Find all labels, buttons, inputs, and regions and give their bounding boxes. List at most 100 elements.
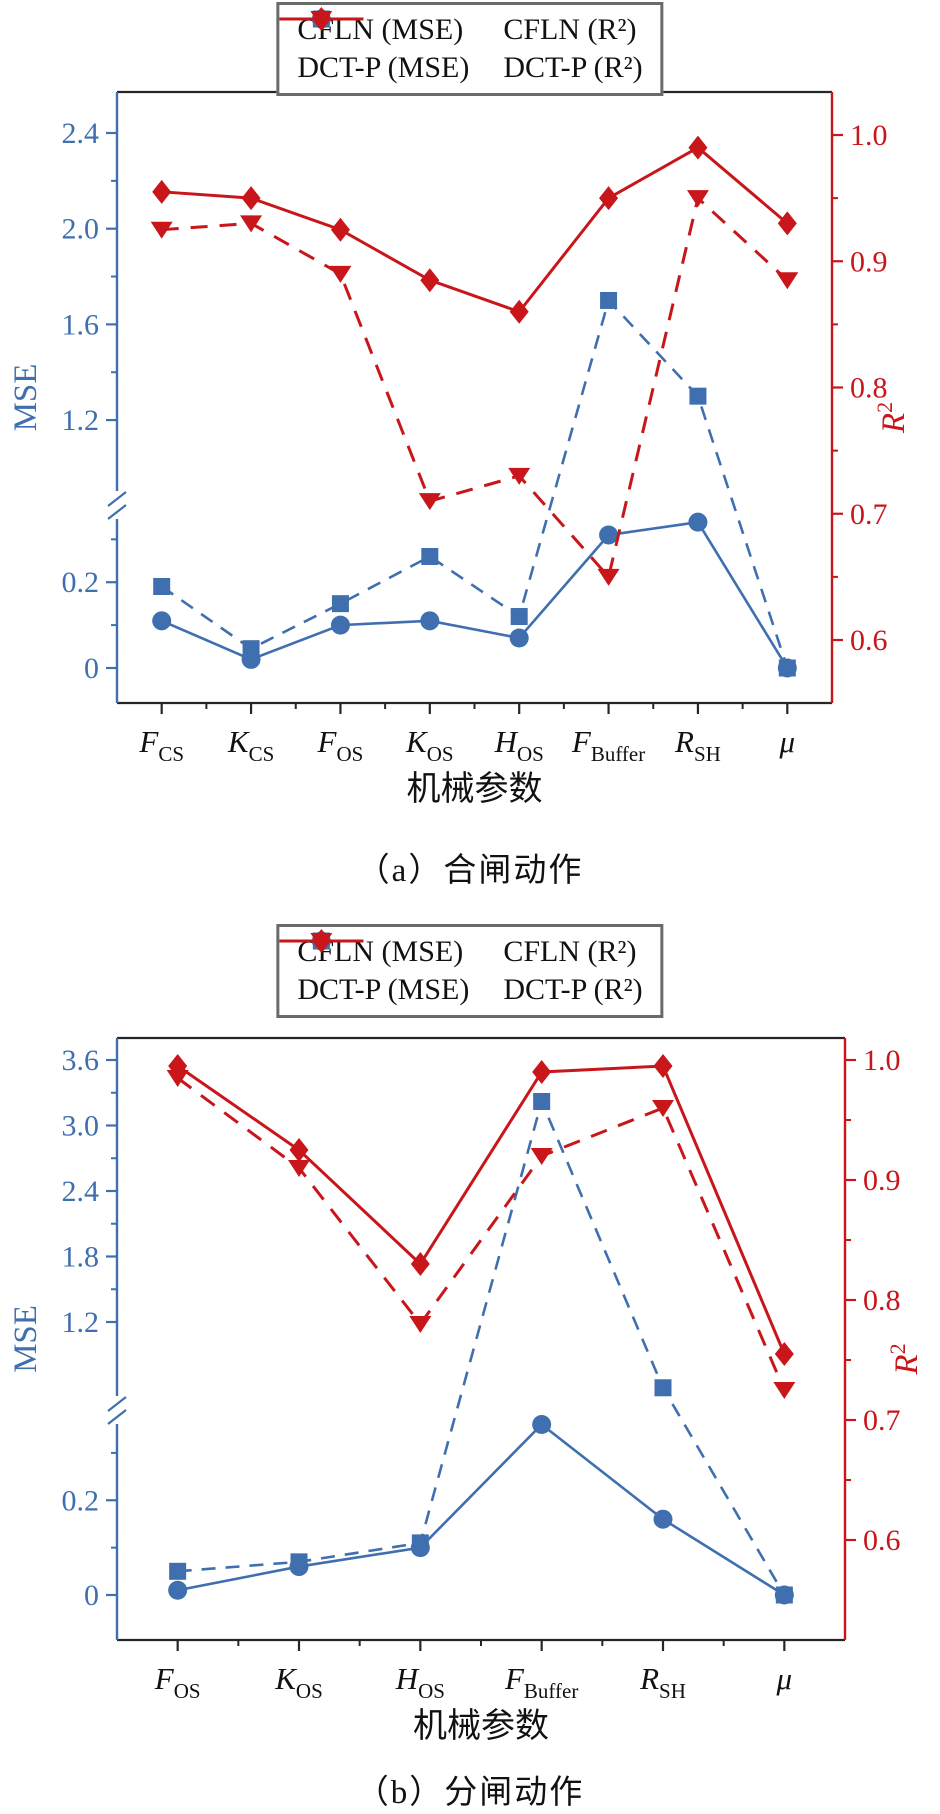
left-axis-title: MSE	[8, 364, 44, 432]
right-tick-label: 0.7	[863, 1404, 901, 1437]
series-dct-p-r--marker	[532, 1060, 552, 1084]
chart-b-canvas: 3.6 3.0 2.4 1.8 1.2 0.2 0 1.0 0.9 0.8 0.7 0.6 FOS KOS…	[8, 1036, 925, 1745]
right-tick-label: 0.6	[863, 1524, 901, 1557]
series-dct-p-mse--marker	[532, 1414, 552, 1434]
legend-label: DCT-P (MSE)	[297, 973, 470, 1006]
legend-item-dct-p-r-: DCT-P (R²)	[279, 929, 643, 1008]
x-tick-label: FCS	[138, 724, 184, 766]
chart-a-canvas: 2.4 2.0 1.6 1.2 0.2 0 1.0 0.9 0.8 0.7 0.6 FCS KCS FOS…	[8, 90, 912, 808]
series-dct-p-mse--marker	[509, 628, 529, 648]
series-cfln-r--marker	[150, 221, 173, 239]
left-tick-label: 2.4	[62, 1175, 100, 1208]
legend-b: CFLN (MSE) DCT-P (MSE) CFLN (R²) DCT-P (R²)	[276, 924, 664, 1018]
series-cfln-r--marker	[329, 265, 352, 283]
right-tick-label: 0.8	[863, 1284, 901, 1317]
right-tick-label: 0.7	[850, 498, 888, 531]
legend-item-dct-p-mse-: DCT-P (MSE)	[279, 931, 470, 1008]
legend-item-dct-p-r-: DCT-P (R²)	[279, 7, 643, 86]
series-dct-p-r--marker	[599, 186, 619, 211]
series-dct-p-mse--marker	[241, 649, 261, 669]
right-tick-label: 0.9	[850, 245, 888, 278]
left-tick-label: 1.2	[62, 404, 100, 437]
series-dct-p-mse--marker	[599, 525, 619, 545]
axis-break-icon	[107, 1396, 127, 1412]
x-tick-label: KOS	[274, 1661, 323, 1703]
axis-break-gap	[113, 491, 121, 519]
series-line-cfln-r-	[161, 195, 789, 581]
series-dct-p-mse--marker	[168, 1580, 188, 1600]
series-cfln-mse--marker	[421, 547, 439, 565]
right-tick-label: 1.0	[850, 119, 888, 152]
series-dct-p-r--marker	[777, 211, 797, 236]
chart-b-module: CFLN (MSE) DCT-P (MSE) CFLN (R²) DCT-P (R²)…	[0, 920, 940, 1814]
x-tick-label: μ	[779, 724, 796, 759]
series-line-dct-p-mse-	[177, 1422, 786, 1597]
legend-label: DCT-P (R²)	[503, 51, 643, 84]
series-line-cfln-r-	[176, 1076, 786, 1391]
legend-swatch-diamond-icon	[279, 929, 364, 953]
series-dct-p-r--marker	[774, 1342, 794, 1366]
right-axis-title: R2	[885, 1343, 925, 1375]
series-cfln-mse--marker	[533, 1092, 551, 1110]
series-line-dct-p-r-	[161, 145, 789, 314]
series-cfln-mse--marker	[169, 1562, 187, 1580]
series-cfln-mse--marker	[153, 578, 171, 595]
series-dct-p-r--marker	[420, 268, 440, 293]
right-axis-title: R2	[872, 402, 912, 434]
left-tick-label: 0	[84, 652, 99, 685]
x-tick-label: μ	[776, 1661, 793, 1696]
series-dct-p-mse--marker	[653, 1509, 673, 1529]
left-axis-title: MSE	[8, 1305, 44, 1373]
right-tick-label: 0.8	[850, 372, 888, 405]
series-dct-p-r--marker	[289, 1138, 309, 1162]
left-tick-label: 2.0	[62, 213, 100, 246]
series-cfln-r--marker	[166, 1070, 189, 1087]
series-cfln-r--marker	[409, 1316, 432, 1333]
x-tick-label: KOS	[405, 724, 454, 766]
series-cfln-r--marker	[597, 568, 620, 586]
legend-item-dct-p-mse-: DCT-P (MSE)	[279, 9, 470, 86]
series-cfln-r--marker	[530, 1148, 553, 1165]
series-cfln-mse--marker	[600, 291, 618, 309]
series-cfln-r--marker	[240, 215, 263, 233]
series-cfln-r--marker	[288, 1160, 310, 1177]
right-tick-label: 1.0	[863, 1044, 901, 1077]
series-dct-p-r--marker	[168, 1054, 188, 1078]
series-cfln-r--marker	[652, 1100, 674, 1117]
left-tick-label: 0.2	[62, 566, 100, 599]
x-axis-title: 机械参数	[413, 1707, 549, 1745]
left-tick-label: 1.2	[62, 1306, 100, 1339]
series-dct-p-r--marker	[241, 186, 261, 211]
series-cfln-mse--marker	[689, 387, 707, 405]
axis-break-gap	[113, 1396, 121, 1424]
series-dct-p-mse--marker	[289, 1557, 309, 1577]
series-cfln-r--marker	[776, 272, 799, 290]
x-tick-label: FBuffer	[571, 724, 645, 766]
series-dct-p-mse--marker	[330, 615, 350, 635]
series-dct-p-mse--marker	[410, 1538, 430, 1558]
x-tick-label: FOS	[317, 724, 364, 766]
right-tick-label: 0.9	[863, 1164, 901, 1197]
axis-break-icon	[107, 491, 127, 507]
x-tick-label: RSH	[639, 1661, 686, 1703]
legend-label: DCT-P (MSE)	[297, 51, 470, 84]
left-tick-label: 1.8	[62, 1241, 100, 1274]
series-dct-p-mse--marker	[152, 611, 172, 631]
legend-label: CFLN (R²)	[503, 13, 637, 46]
series-line-dct-p-mse-	[161, 520, 789, 669]
left-tick-label: 0	[84, 1579, 99, 1612]
series-dct-p-mse--marker	[777, 658, 797, 678]
x-tick-label: HOS	[395, 1661, 445, 1703]
left-tick-label: 1.6	[62, 308, 100, 341]
chart-a-module: CFLN (MSE) DCT-P (MSE) CFLN (R²) DCT-P (R²)…	[8, 2, 912, 889]
series-cfln-mse--marker	[331, 595, 349, 613]
series-dct-p-mse--marker	[420, 611, 440, 631]
legend-swatch-diamond-icon	[279, 7, 364, 31]
legend-marker	[311, 929, 331, 953]
series-dct-p-mse--marker	[688, 512, 708, 532]
left-tick-label: 2.4	[62, 117, 100, 150]
x-tick-label: FBuffer	[504, 1661, 578, 1703]
caption-a: （a）合闸动作	[356, 853, 584, 889]
series-dct-p-r--marker	[509, 299, 529, 324]
